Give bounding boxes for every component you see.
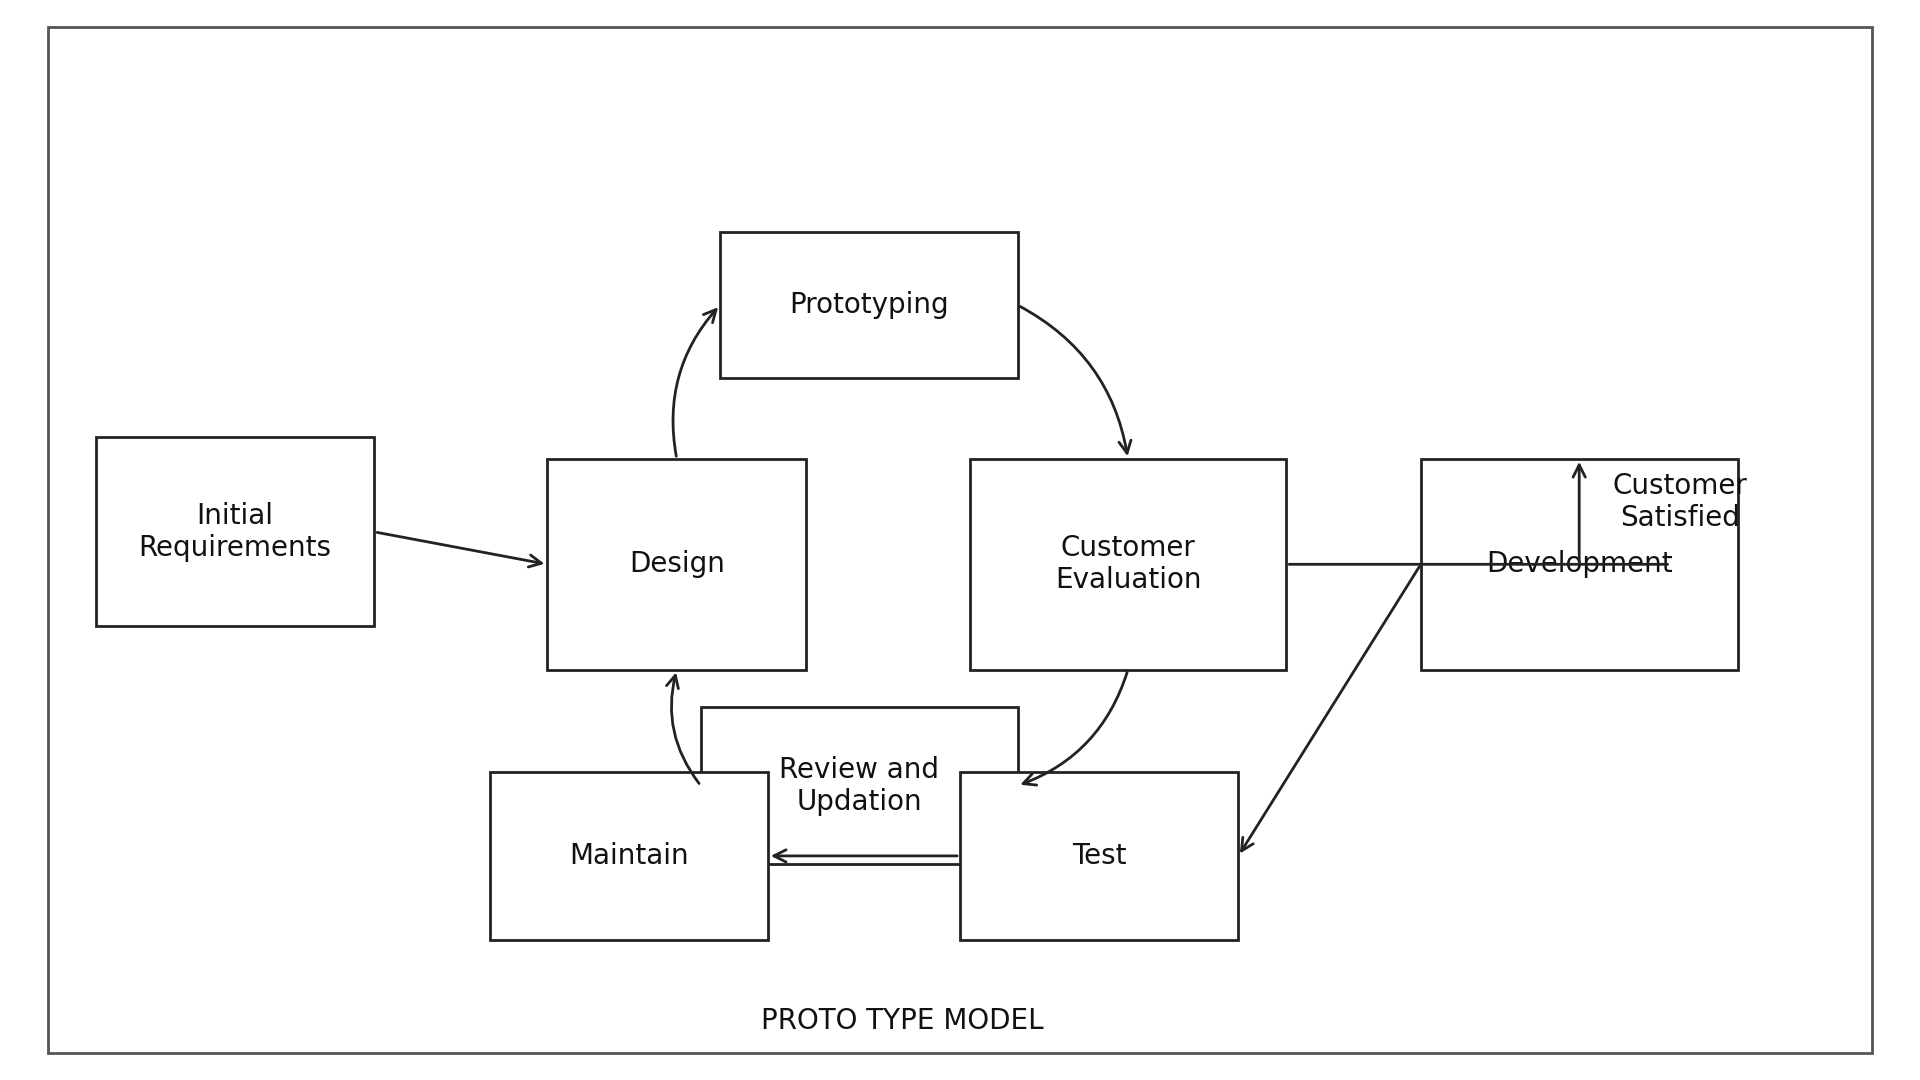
FancyBboxPatch shape — [1421, 459, 1738, 670]
Text: Customer
Satisfied: Customer Satisfied — [1613, 472, 1747, 532]
Text: PROTO TYPE MODEL: PROTO TYPE MODEL — [760, 1007, 1044, 1035]
Text: Initial
Requirements: Initial Requirements — [138, 502, 332, 562]
Text: Review and
Updation: Review and Updation — [780, 756, 939, 815]
Text: Test: Test — [1071, 842, 1127, 869]
FancyBboxPatch shape — [960, 772, 1238, 940]
Text: Maintain: Maintain — [568, 842, 689, 869]
FancyBboxPatch shape — [720, 232, 1018, 378]
FancyBboxPatch shape — [547, 459, 806, 670]
Text: Prototyping: Prototyping — [789, 292, 948, 319]
Text: Design: Design — [630, 551, 724, 578]
Text: Development: Development — [1486, 551, 1672, 578]
Text: Customer
Evaluation: Customer Evaluation — [1054, 535, 1202, 594]
FancyBboxPatch shape — [96, 437, 374, 626]
FancyBboxPatch shape — [970, 459, 1286, 670]
FancyBboxPatch shape — [701, 707, 1018, 864]
FancyBboxPatch shape — [490, 772, 768, 940]
